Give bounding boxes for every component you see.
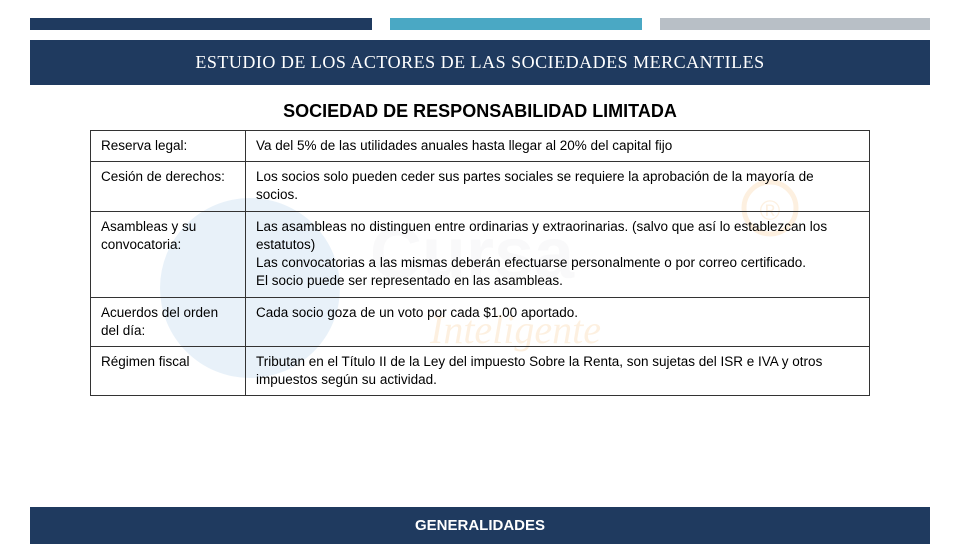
row-value: Tributan en el Título II de la Ley del i… — [246, 346, 870, 395]
footer-band: GENERALIDADES — [30, 507, 930, 544]
accent-segment — [660, 18, 930, 30]
accent-segment — [390, 18, 642, 30]
table-row: Régimen fiscalTributan en el Título II d… — [91, 346, 870, 395]
row-label: Cesión de derechos: — [91, 162, 246, 211]
row-label: Reserva legal: — [91, 131, 246, 162]
row-value: Las asambleas no distinguen entre ordina… — [246, 211, 870, 297]
table-row: Acuerdos del orden del día:Cada socio go… — [91, 297, 870, 346]
row-label: Asambleas y su convocatoria: — [91, 211, 246, 297]
footer-text: GENERALIDADES — [415, 517, 545, 534]
subtitle: SOCIEDAD DE RESPONSABILIDAD LIMITADA — [0, 101, 960, 122]
header-title-band: ESTUDIO DE LOS ACTORES DE LAS SOCIEDADES… — [30, 40, 930, 85]
content-table: Reserva legal:Va del 5% de las utilidade… — [90, 130, 870, 396]
row-label: Acuerdos del orden del día: — [91, 297, 246, 346]
row-value: Los socios solo pueden ceder sus partes … — [246, 162, 870, 211]
row-value: Va del 5% de las utilidades anuales hast… — [246, 131, 870, 162]
table-row: Reserva legal:Va del 5% de las utilidade… — [91, 131, 870, 162]
header-title-text: ESTUDIO DE LOS ACTORES DE LAS SOCIEDADES… — [195, 52, 764, 72]
row-value: Cada socio goza de un voto por cada $1.0… — [246, 297, 870, 346]
accent-segment — [30, 18, 372, 30]
top-accent-bar — [30, 18, 930, 30]
row-label: Régimen fiscal — [91, 346, 246, 395]
accent-segment — [642, 18, 660, 30]
accent-segment — [372, 18, 390, 30]
table-row: Asambleas y su convocatoria:Las asamblea… — [91, 211, 870, 297]
table-row: Cesión de derechos:Los socios solo puede… — [91, 162, 870, 211]
